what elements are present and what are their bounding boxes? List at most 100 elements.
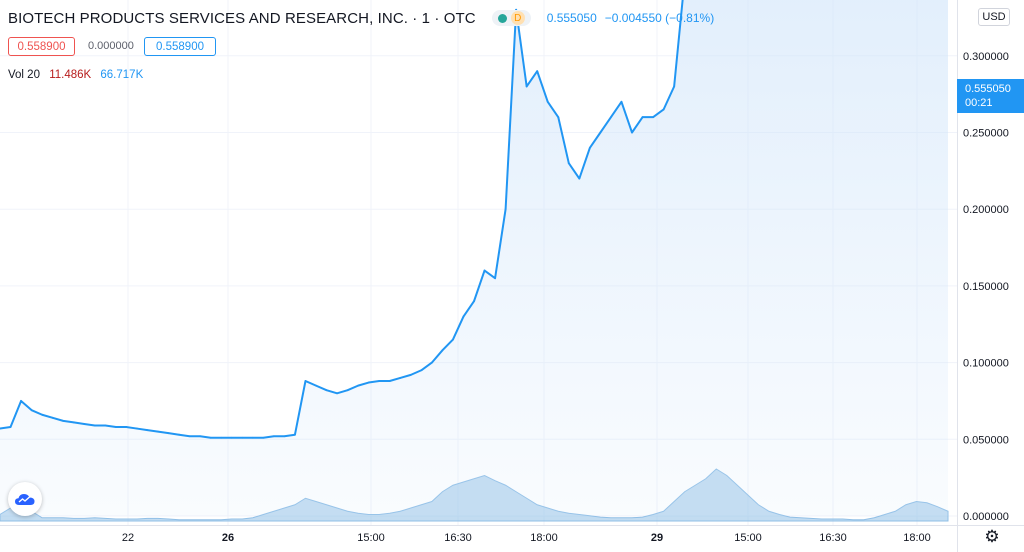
data-point bbox=[294, 433, 296, 436]
data-point bbox=[588, 146, 591, 149]
y-tick-label: 0.050000 bbox=[963, 434, 1009, 446]
data-point bbox=[420, 369, 423, 372]
data-point bbox=[378, 380, 381, 382]
x-tick-label: 22 bbox=[122, 532, 134, 544]
data-point bbox=[315, 384, 317, 387]
data-point bbox=[104, 424, 107, 427]
x-tick-label: 16:30 bbox=[444, 532, 472, 544]
gear-icon[interactable]: ⚙ bbox=[984, 527, 1000, 546]
data-point bbox=[157, 430, 159, 433]
x-tick-label: 15:00 bbox=[734, 532, 762, 544]
price-tag-value: 0.555050 bbox=[965, 83, 1011, 95]
x-tick-label: 18:00 bbox=[530, 532, 558, 544]
data-point bbox=[409, 373, 412, 376]
currency-button[interactable]: USD bbox=[978, 8, 1010, 26]
data-point bbox=[146, 429, 149, 431]
data-point bbox=[241, 436, 244, 439]
y-tick-label: 0.250000 bbox=[963, 128, 1009, 140]
volume-ma-value: 66.717K bbox=[100, 69, 144, 81]
close-price-box: 0.558900 bbox=[144, 37, 216, 56]
data-point bbox=[325, 389, 328, 392]
y-tick-label: 0.100000 bbox=[963, 358, 1009, 370]
data-point bbox=[641, 116, 644, 119]
data-point bbox=[504, 208, 507, 211]
y-tick-label: 0.150000 bbox=[963, 281, 1009, 293]
y-tick-label: 0.300000 bbox=[963, 51, 1009, 63]
price-area-fill bbox=[0, 0, 948, 516]
data-point bbox=[167, 432, 170, 435]
data-point bbox=[125, 426, 128, 428]
data-point bbox=[304, 380, 307, 382]
x-tick-label: 18:00 bbox=[903, 532, 931, 544]
data-point bbox=[283, 435, 286, 438]
x-tick-label: 16:30 bbox=[819, 532, 847, 544]
price-tag-timer: 00:21 bbox=[965, 97, 993, 109]
x-tick-label: 15:00 bbox=[357, 532, 385, 544]
data-point bbox=[178, 433, 180, 436]
y-tick-label: 0.000000 bbox=[963, 511, 1009, 523]
status-pill[interactable]: D bbox=[491, 10, 531, 26]
volume-label: Vol 20 bbox=[8, 69, 40, 81]
data-point bbox=[0, 427, 1, 430]
cloud-icon bbox=[15, 494, 35, 505]
data-point bbox=[662, 108, 665, 111]
price-change: −0.004550 (−0.81%) bbox=[604, 11, 715, 25]
data-point bbox=[546, 100, 549, 103]
chart-header: BIOTECH PRODUCTS SERVICES AND RESEARCH, … bbox=[8, 8, 714, 28]
data-point bbox=[220, 436, 223, 439]
data-point bbox=[51, 416, 54, 419]
data-point bbox=[620, 100, 623, 103]
tradingview-logo-icon[interactable] bbox=[8, 482, 42, 516]
data-point bbox=[462, 315, 465, 318]
open-price-box: 0.558900 bbox=[8, 37, 75, 56]
volume-value: 11.486K bbox=[49, 69, 92, 81]
symbol-title: BIOTECH PRODUCTS SERVICES AND RESEARCH, … bbox=[8, 9, 476, 27]
data-point bbox=[83, 423, 86, 425]
data-point bbox=[72, 421, 75, 424]
data-point bbox=[9, 426, 12, 428]
data-point bbox=[262, 436, 265, 439]
x-tick-label: 29 bbox=[651, 532, 663, 544]
data-point bbox=[441, 349, 444, 352]
data-point bbox=[114, 426, 117, 428]
data-point bbox=[673, 85, 676, 88]
y-tick-label: 0.200000 bbox=[963, 204, 1009, 216]
data-point bbox=[652, 116, 654, 119]
data-point bbox=[473, 300, 475, 303]
data-point bbox=[41, 413, 44, 416]
data-point bbox=[209, 436, 212, 439]
data-point bbox=[536, 70, 539, 73]
data-point bbox=[367, 381, 370, 384]
data-point bbox=[136, 427, 138, 430]
data-point bbox=[631, 131, 633, 134]
data-point bbox=[62, 419, 65, 422]
data-point bbox=[357, 384, 360, 387]
data-point bbox=[251, 436, 254, 439]
last-price: 0.555050 bbox=[546, 11, 597, 25]
data-point bbox=[483, 269, 486, 272]
data-point bbox=[557, 116, 560, 119]
data-point bbox=[599, 131, 602, 134]
x-tick-label: 26 bbox=[222, 532, 234, 544]
data-point bbox=[93, 424, 96, 427]
data-point bbox=[199, 435, 202, 438]
data-point bbox=[336, 392, 338, 395]
mid-value: 0.000000 bbox=[88, 40, 134, 52]
last-price-tag: 0.555050 00:21 bbox=[957, 79, 1024, 113]
data-point bbox=[452, 338, 454, 341]
data-point bbox=[399, 377, 402, 379]
data-point bbox=[525, 85, 528, 88]
data-point bbox=[578, 177, 581, 180]
data-point bbox=[20, 400, 22, 402]
data-point bbox=[388, 380, 391, 382]
data-point bbox=[567, 162, 570, 165]
data-point bbox=[30, 409, 33, 412]
delayed-badge: D bbox=[510, 11, 525, 25]
data-point bbox=[610, 116, 612, 119]
green-dot-icon bbox=[497, 13, 507, 23]
data-point bbox=[272, 435, 275, 438]
data-point bbox=[230, 436, 233, 439]
data-point bbox=[494, 277, 496, 280]
data-point bbox=[346, 389, 349, 392]
